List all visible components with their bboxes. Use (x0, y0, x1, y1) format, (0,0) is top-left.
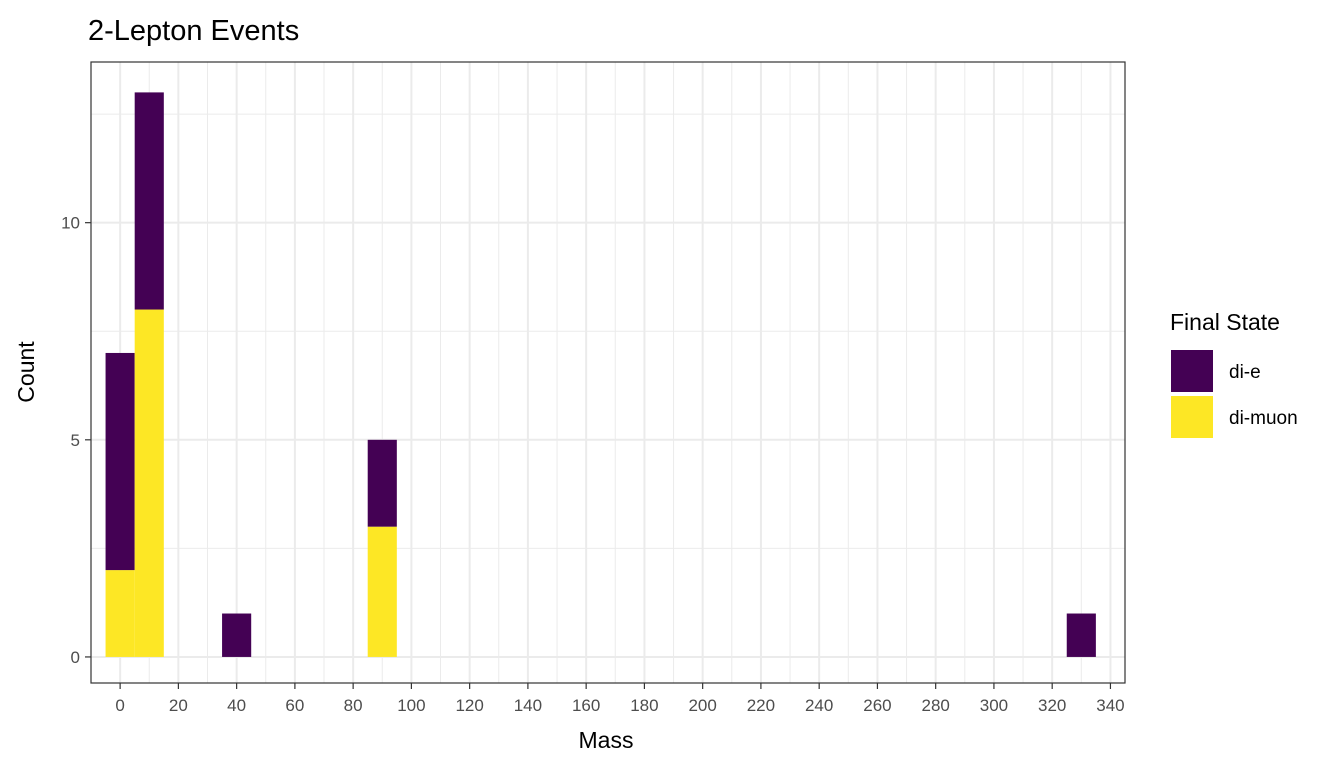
legend-swatch-di-muon (1171, 396, 1213, 438)
bars (105, 92, 1096, 657)
x-axis-title: Mass (579, 727, 634, 753)
major-gridlines (91, 62, 1125, 683)
chart-title: 2-Lepton Events (88, 15, 299, 47)
legend-label-di-e: di-e (1229, 362, 1261, 383)
bar-di-muon-10 (134, 309, 164, 657)
x-tick-label: 80 (344, 696, 363, 715)
x-axis: 0 20 40 60 80 100 120 140 160 180 200 220 240 260 280 3… (115, 683, 1125, 715)
y-axis: 0 5 10 (61, 214, 91, 667)
bar-di-muon-90 (367, 526, 397, 657)
legend-swatch-di-e (1171, 350, 1213, 392)
bar-di-e-40 (222, 613, 252, 657)
x-tick-label: 300 (980, 696, 1008, 715)
x-tick-label: 100 (397, 696, 425, 715)
x-tick-label: 160 (572, 696, 600, 715)
bar-di-e-90 (367, 439, 397, 527)
y-tick-label: 5 (71, 431, 80, 450)
plot-border (90, 61, 1126, 684)
bar-di-e-10 (134, 92, 164, 310)
x-tick-label: 0 (115, 696, 124, 715)
bar-di-e-0 (105, 352, 135, 571)
y-axis-title: Count (13, 341, 39, 403)
x-tick-label: 220 (747, 696, 775, 715)
legend-label-di-muon: di-muon (1229, 408, 1298, 429)
x-tick-label: 180 (630, 696, 658, 715)
bar-di-muon-0 (105, 570, 135, 657)
x-tick-label: 240 (805, 696, 833, 715)
x-tick-label: 140 (514, 696, 542, 715)
x-tick-label: 340 (1096, 696, 1124, 715)
legend-title: Final State (1170, 309, 1280, 335)
y-tick-label: 10 (61, 214, 80, 233)
x-tick-label: 20 (169, 696, 188, 715)
x-tick-label: 120 (455, 696, 483, 715)
plot-panel (91, 62, 1125, 683)
legend: Final State di-e di-muon (1170, 309, 1298, 438)
x-tick-label: 200 (688, 696, 716, 715)
x-tick-label: 40 (227, 696, 246, 715)
minor-gridlines (91, 62, 1125, 683)
x-tick-label: 280 (921, 696, 949, 715)
bar-di-e-330 (1066, 613, 1096, 657)
x-tick-label: 320 (1038, 696, 1066, 715)
y-tick-label: 0 (71, 648, 80, 667)
x-tick-label: 60 (285, 696, 304, 715)
x-tick-label: 260 (863, 696, 891, 715)
legend-items: di-e di-muon (1171, 350, 1298, 438)
